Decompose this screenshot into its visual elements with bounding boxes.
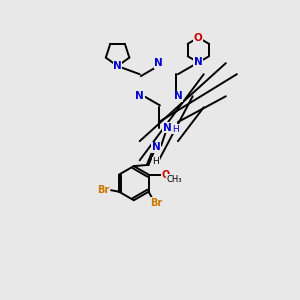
Text: H: H <box>172 125 178 134</box>
Text: N: N <box>154 58 163 68</box>
Text: N: N <box>194 57 203 68</box>
Text: H: H <box>152 158 159 166</box>
Text: N: N <box>152 142 160 152</box>
Text: N: N <box>135 91 144 101</box>
Text: Br: Br <box>98 185 110 195</box>
Text: Br: Br <box>150 198 162 208</box>
Text: O: O <box>194 33 203 43</box>
Text: N: N <box>163 123 172 133</box>
Text: CH₃: CH₃ <box>167 175 182 184</box>
Text: N: N <box>113 61 122 71</box>
Text: N: N <box>174 91 182 101</box>
Text: O: O <box>161 169 170 180</box>
